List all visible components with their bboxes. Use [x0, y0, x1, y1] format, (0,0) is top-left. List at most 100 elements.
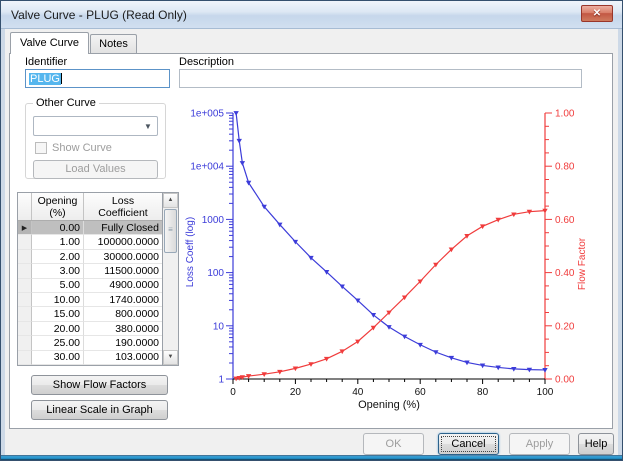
data-point-marker — [233, 111, 239, 116]
tab-valve-curve[interactable]: Valve Curve — [10, 32, 89, 54]
titlebar: Valve Curve - PLUG (Read Only) ✕ — [1, 1, 622, 29]
opening-cell: 10.00 — [32, 293, 84, 308]
chevron-down-icon: ▼ — [144, 122, 152, 131]
data-point-marker — [308, 362, 314, 367]
row-marker-cell — [18, 321, 32, 337]
data-point-marker — [355, 339, 361, 345]
opening-cell: 30.00 — [32, 350, 84, 366]
table-row[interactable]: 3.00 11500.0000 — [18, 264, 162, 279]
data-point-marker — [339, 349, 345, 355]
opening-cell: 1.00 — [32, 235, 84, 250]
opening-cell: 15.00 — [32, 307, 84, 322]
description-label: Description — [179, 56, 235, 68]
data-point-marker — [236, 376, 242, 381]
show-curve-checkbox[interactable] — [35, 142, 47, 154]
loss-cell: 103.0000 — [84, 351, 162, 366]
data-point-marker — [401, 295, 408, 301]
opening-cell: 20.00 — [32, 321, 84, 337]
data-point-marker — [526, 209, 533, 215]
data-point-marker — [433, 262, 439, 268]
data-point-marker — [542, 208, 548, 214]
data-point-marker — [308, 255, 314, 261]
dialog-content: Valve Curve Notes Identifier PLUG Descri… — [5, 29, 618, 455]
data-point-marker — [277, 222, 283, 228]
valve-curve-tabpage: Identifier PLUG Description Other Curve … — [9, 53, 613, 429]
right-tick-label: 0.00 — [555, 375, 575, 386]
row-marker-cell — [18, 293, 32, 308]
data-point-marker — [511, 366, 517, 372]
data-point-marker — [464, 233, 470, 239]
loss-cell: 800.0000 — [84, 307, 162, 322]
data-point-marker — [511, 212, 517, 218]
row-marker-cell — [18, 307, 32, 322]
data-point-marker — [245, 374, 252, 379]
data-point-marker — [417, 342, 423, 348]
scroll-up-icon[interactable]: ▲ — [163, 193, 178, 208]
left-tick-label: 10 — [213, 321, 225, 332]
x-tick-label: 80 — [477, 387, 489, 398]
scrollbar-thumb[interactable]: ≡ — [164, 209, 177, 253]
opening-cell: 2.00 — [32, 249, 84, 265]
window-title: Valve Curve - PLUG (Read Only) — [11, 8, 187, 22]
apply-button[interactable]: Apply — [509, 433, 570, 455]
table-row[interactable]: 10.00 1740.0000 — [18, 293, 162, 308]
row-marker-cell — [18, 278, 32, 294]
table-body: ▶ 0.00 Fully Closed 1.00 100000.0000 2.00 3000… — [18, 221, 162, 366]
identifier-input[interactable]: PLUG — [25, 69, 170, 88]
data-point-marker — [370, 325, 377, 331]
linear-scale-button[interactable]: Linear Scale in Graph — [31, 400, 168, 420]
x-tick-label: 100 — [537, 387, 554, 398]
right-tick-label: 0.40 — [555, 268, 575, 279]
other-curve-dropdown[interactable]: ▼ — [33, 116, 158, 136]
data-point-marker — [433, 350, 439, 355]
ok-button[interactable]: OK — [363, 433, 424, 455]
data-point-marker — [277, 369, 283, 375]
row-marker-cell — [18, 350, 32, 366]
row-marker-cell — [18, 249, 32, 265]
show-curve-label: Show Curve — [52, 142, 112, 154]
show-flow-factors-button[interactable]: Show Flow Factors — [31, 375, 168, 395]
loss-cell: 380.0000 — [84, 322, 162, 337]
table-row[interactable]: 30.00 103.0000 — [18, 350, 162, 366]
load-values-button[interactable]: Load Values — [33, 160, 158, 179]
scrollbar-track[interactable] — [163, 254, 178, 350]
table-row[interactable]: 20.00 380.0000 — [18, 321, 162, 337]
left-tick-label: 1000 — [202, 215, 225, 226]
table-row[interactable]: 1.00 100000.0000 — [18, 235, 162, 250]
loss-cell: 1740.0000 — [84, 293, 162, 308]
table-row[interactable]: 5.00 4900.0000 — [18, 278, 162, 294]
valve-data-table: Opening (%) Loss Coefficient ▶ 0.00 Fully … — [17, 192, 179, 366]
data-point-marker — [339, 284, 345, 290]
data-point-marker — [323, 356, 330, 362]
close-button[interactable]: ✕ — [581, 5, 613, 22]
scroll-down-icon[interactable]: ▼ — [163, 350, 178, 365]
table-header: Opening (%) Loss Coefficient — [18, 193, 162, 221]
loss-cell: 4900.0000 — [84, 279, 162, 294]
data-point-marker — [239, 375, 246, 380]
table-row[interactable]: 15.00 800.0000 — [18, 307, 162, 322]
opening-cell: 0.00 — [32, 221, 84, 236]
window-frame-bottom — [1, 455, 622, 460]
loss-coefficient-curve — [235, 112, 546, 371]
tab-notes[interactable]: Notes — [90, 34, 137, 54]
data-point-marker — [542, 368, 548, 373]
identifier-label: Identifier — [25, 56, 68, 68]
description-input[interactable] — [179, 69, 582, 88]
data-point-marker — [448, 247, 455, 253]
identifier-selected-text: PLUG — [29, 73, 61, 85]
table-row[interactable]: 25.00 190.0000 — [18, 336, 162, 351]
data-point-marker — [386, 310, 392, 316]
row-marker-cell — [18, 336, 32, 351]
cancel-button[interactable]: Cancel — [438, 433, 499, 455]
data-point-marker — [239, 161, 246, 166]
show-curve-checkbox-row: Show Curve — [35, 142, 112, 154]
table-row[interactable]: ▶ 0.00 Fully Closed — [18, 221, 162, 236]
other-curve-group: Other Curve ▼ Show Curve Load Values — [25, 97, 166, 179]
opening-cell: 3.00 — [32, 264, 84, 279]
table-scrollbar: ▲ ≡ ▼ — [162, 193, 178, 365]
loss-column-header: Loss Coefficient — [84, 193, 162, 220]
table-row[interactable]: 2.00 30000.0000 — [18, 249, 162, 265]
help-button[interactable]: Help — [578, 433, 614, 455]
data-point-marker — [261, 204, 267, 210]
